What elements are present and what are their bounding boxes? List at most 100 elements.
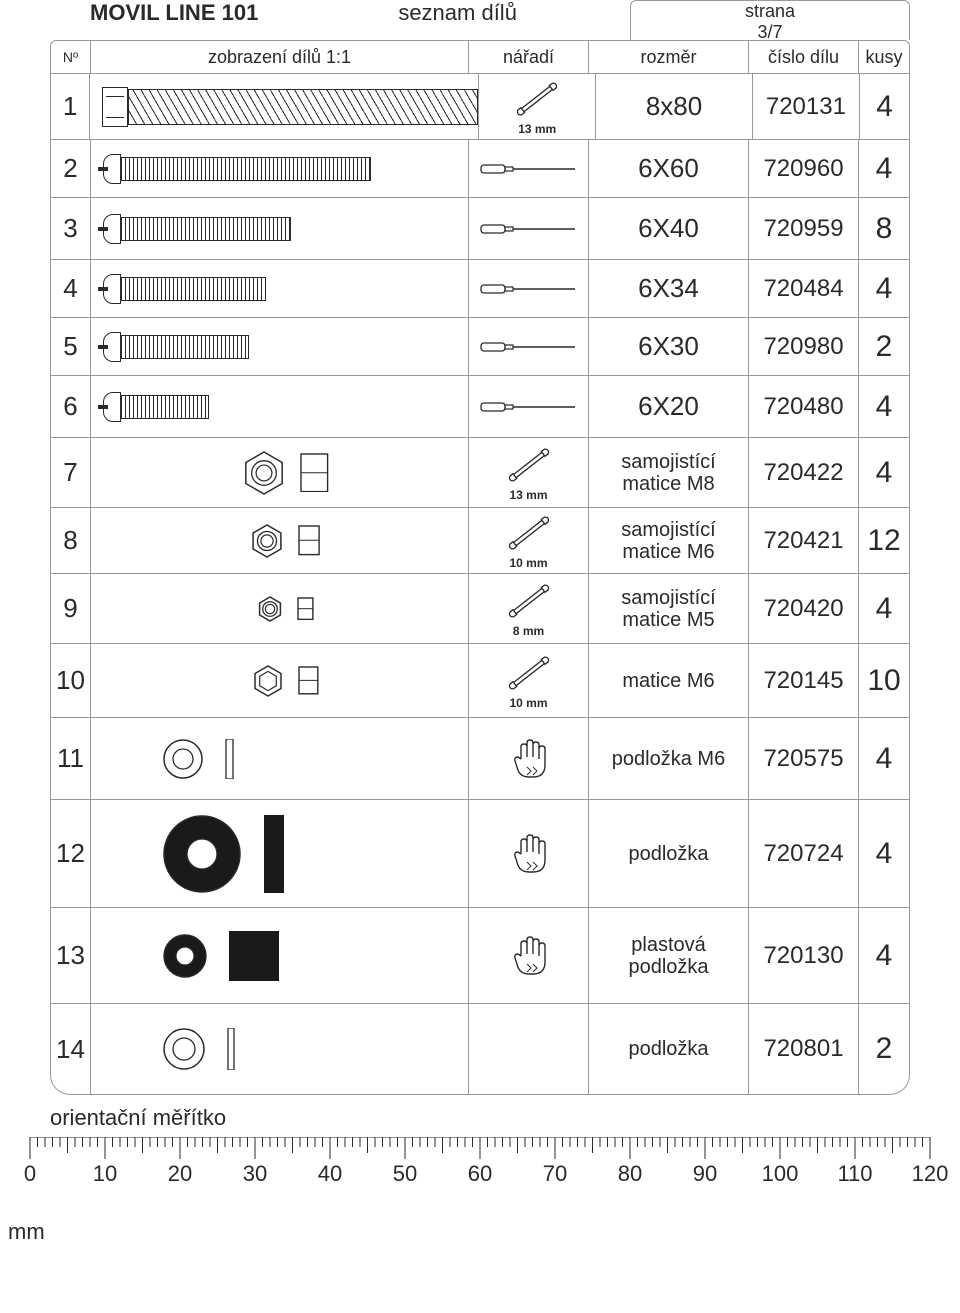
wrench-size-label: 8 mm — [513, 624, 544, 638]
row-qty: 4 — [860, 74, 909, 139]
row-tool: 13 mm — [479, 74, 596, 139]
row-qty: 4 — [859, 718, 909, 799]
row-drawing — [91, 718, 469, 799]
page-number: 3/7 — [631, 22, 909, 43]
row-part-number: 720131 — [753, 74, 860, 139]
table-row: 7 13 mm samojistícímatice M8 720422 4 — [51, 438, 909, 508]
part-drawing — [103, 596, 468, 622]
screwdriver-icon — [479, 397, 579, 417]
header-drawing: zobrazení dílů 1:1 — [91, 41, 469, 73]
row-part-number: 720421 — [749, 508, 859, 573]
svg-text:70: 70 — [543, 1161, 567, 1186]
svg-text:110: 110 — [837, 1161, 872, 1186]
row-part-number: 720960 — [749, 140, 859, 197]
part-drawing — [103, 214, 291, 244]
row-size: podložka — [589, 800, 749, 907]
row-tool — [469, 260, 589, 317]
table-row: 4 6X34 720484 4 — [51, 260, 909, 318]
header-row: Nº zobrazení dílů 1:1 nářadí rozměr čísl… — [50, 40, 910, 74]
row-number: 4 — [51, 260, 91, 317]
table-row: 5 6X30 720980 2 — [51, 318, 909, 376]
row-part-number: 720724 — [749, 800, 859, 907]
svg-text:60: 60 — [468, 1161, 492, 1186]
svg-text:50: 50 — [393, 1161, 417, 1186]
header-tool: nářadí — [469, 41, 589, 73]
header-part: číslo dílu — [749, 41, 859, 73]
svg-text:100: 100 — [762, 1161, 799, 1186]
row-size: samojistícímatice M8 — [589, 438, 749, 507]
row-size: podložka M6 — [589, 718, 749, 799]
row-tool: 8 mm — [469, 574, 589, 643]
row-tool — [469, 1004, 589, 1094]
row-number: 5 — [51, 318, 91, 375]
wrench-size-label: 10 mm — [509, 556, 547, 570]
header-qty: kusy — [859, 41, 909, 73]
wrench-size-label: 10 mm — [509, 696, 547, 710]
row-size: 8x80 — [596, 74, 752, 139]
part-drawing — [103, 392, 209, 422]
row-tool — [469, 198, 589, 259]
row-part-number: 720420 — [749, 574, 859, 643]
svg-text:0: 0 — [24, 1161, 36, 1186]
screwdriver-icon — [479, 159, 579, 179]
hand-icon — [505, 735, 553, 783]
row-qty: 4 — [859, 438, 909, 507]
part-drawing — [102, 87, 478, 127]
row-drawing — [91, 260, 469, 317]
row-qty: 8 — [859, 198, 909, 259]
svg-text:120: 120 — [912, 1161, 949, 1186]
table-row: 1 13 mm 8x80 720131 4 — [51, 74, 909, 140]
row-number: 1 — [51, 74, 90, 139]
row-size: samojistícímatice M6 — [589, 508, 749, 573]
row-tool — [469, 800, 589, 907]
row-number: 8 — [51, 508, 91, 573]
row-drawing — [90, 74, 479, 139]
row-drawing — [91, 140, 469, 197]
svg-text:10: 10 — [93, 1161, 117, 1186]
row-tool: 10 mm — [469, 508, 589, 573]
part-drawing — [103, 665, 468, 697]
row-tool: 13 mm — [469, 438, 589, 507]
row-number: 6 — [51, 376, 91, 437]
row-size: matice M6 — [589, 644, 749, 717]
row-qty: 4 — [859, 800, 909, 907]
table-row: 3 6X40 720959 8 — [51, 198, 909, 260]
header-size: rozměr — [589, 41, 749, 73]
part-drawing — [103, 154, 371, 184]
row-part-number: 720801 — [749, 1004, 859, 1094]
row-part-number: 720422 — [749, 438, 859, 507]
row-part-number: 720575 — [749, 718, 859, 799]
wrench-size-label: 13 mm — [509, 488, 547, 502]
row-number: 10 — [51, 644, 91, 717]
row-drawing — [91, 908, 469, 1003]
row-part-number: 720480 — [749, 376, 859, 437]
row-qty: 4 — [859, 260, 909, 317]
row-tool — [469, 908, 589, 1003]
row-tool — [469, 318, 589, 375]
screwdriver-icon — [479, 279, 579, 299]
table-row: 14 podložka 720801 2 — [51, 1004, 909, 1094]
row-number: 3 — [51, 198, 91, 259]
ruler-unit: mm — [8, 1219, 45, 1245]
svg-text:90: 90 — [693, 1161, 717, 1186]
svg-text:80: 80 — [618, 1161, 642, 1186]
row-size: podložka — [589, 1004, 749, 1094]
table-row: 13 plastovápodložka 720130 4 — [51, 908, 909, 1004]
svg-text:40: 40 — [318, 1161, 342, 1186]
row-qty: 4 — [859, 908, 909, 1003]
row-tool: 10 mm — [469, 644, 589, 717]
part-drawing — [103, 739, 468, 779]
part-drawing — [103, 332, 249, 362]
table-row: 11 podložka M6 720575 4 — [51, 718, 909, 800]
table-row: 2 6X60 720960 4 — [51, 140, 909, 198]
part-drawing — [103, 1028, 468, 1070]
hand-icon — [505, 830, 553, 878]
part-drawing — [103, 524, 468, 558]
table-row: 10 10 mm matice M6 720145 10 — [51, 644, 909, 718]
row-size: 6X20 — [589, 376, 749, 437]
table-row: 9 8 mm samojistícímatice M5 720420 4 — [51, 574, 909, 644]
row-drawing — [91, 644, 469, 717]
row-qty: 12 — [859, 508, 909, 573]
hand-icon — [505, 932, 553, 980]
row-tool — [469, 718, 589, 799]
